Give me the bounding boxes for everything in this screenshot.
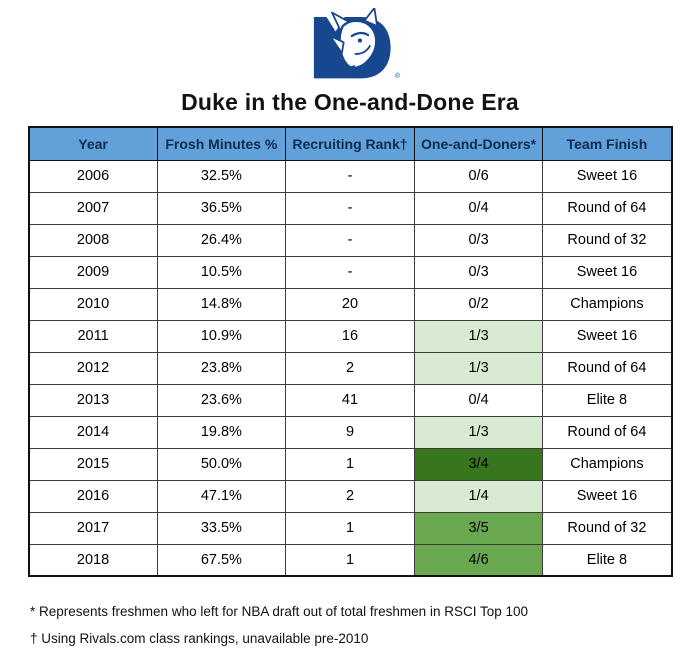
table-row: 2017 33.5% 1 3/5 Round of 32 — [28, 511, 672, 545]
team-finish-cell: Sweet 16 — [542, 255, 672, 289]
team-finish-cell: Sweet 16 — [542, 479, 672, 513]
recruiting-rank-cell: 1 — [285, 447, 415, 481]
team-finish-cell: Round of 64 — [542, 191, 672, 225]
year-cell: 2007 — [28, 191, 158, 225]
column-header-year: Year — [28, 126, 158, 161]
footnote-asterisk: * Represents freshmen who left for NBA d… — [30, 604, 529, 619]
column-header-recruiting-rank: Recruiting Rank† — [285, 126, 415, 161]
recruiting-rank-cell: - — [285, 191, 415, 225]
footnote-dagger: † Using Rivals.com class rankings, unava… — [30, 631, 369, 646]
recruiting-rank-cell: 20 — [285, 287, 415, 321]
table-row: 2012 23.8% 2 1/3 Round of 64 — [28, 351, 672, 385]
year-cell: 2013 — [28, 383, 158, 417]
team-finish-cell: Round of 64 — [542, 351, 672, 385]
one-and-doners-cell: 0/4 — [413, 191, 544, 225]
table-header: Year Frosh Minutes % Recruiting Rank† On… — [28, 126, 672, 161]
year-cell: 2011 — [28, 319, 158, 353]
one-and-doners-cell: 1/3 — [413, 351, 544, 385]
recruiting-rank-cell: 2 — [285, 351, 415, 385]
recruiting-rank-cell: 1 — [285, 511, 415, 545]
one-and-doners-cell: 0/4 — [413, 383, 544, 417]
year-cell: 2018 — [28, 543, 158, 577]
frosh-minutes-cell: 10.5% — [156, 255, 287, 289]
team-finish-cell: Champions — [542, 447, 672, 481]
recruiting-rank-cell: 1 — [285, 543, 415, 577]
duke-blue-devil-logo-icon — [313, 8, 391, 79]
frosh-minutes-cell: 67.5% — [156, 543, 287, 577]
table-row: 2006 32.5% -0/6 Sweet 16 — [28, 159, 672, 193]
recruiting-rank-cell: - — [285, 255, 415, 289]
table-row: 2007 36.5% -0/4 Round of 64 — [28, 191, 672, 225]
duke-logo: ® — [304, 8, 400, 82]
team-finish-cell: Champions — [542, 287, 672, 321]
column-header-team-finish: Team Finish — [542, 126, 672, 161]
team-finish-cell: Elite 8 — [542, 543, 672, 577]
one-and-doners-cell: 0/6 — [413, 159, 544, 193]
one-and-doners-cell: 1/3 — [413, 319, 544, 353]
team-finish-cell: Sweet 16 — [542, 319, 672, 353]
team-finish-cell: Round of 32 — [542, 511, 672, 545]
recruiting-rank-cell: 41 — [285, 383, 415, 417]
registered-trademark: ® — [394, 73, 400, 80]
year-cell: 2016 — [28, 479, 158, 513]
footnotes: * Represents freshmen who left for NBA d… — [30, 598, 700, 648]
frosh-minutes-cell: 33.5% — [156, 511, 287, 545]
column-header-one-and-doners: One-and-Doners* — [413, 126, 544, 161]
one-and-doners-cell: 0/3 — [413, 223, 544, 257]
year-cell: 2014 — [28, 415, 158, 449]
recruiting-rank-cell: 9 — [285, 415, 415, 449]
frosh-minutes-cell: 19.8% — [156, 415, 287, 449]
table-row: 2015 50.0% 1 3/4 Champions — [28, 447, 672, 481]
year-cell: 2010 — [28, 287, 158, 321]
recruiting-rank-cell: 16 — [285, 319, 415, 353]
one-and-doners-cell: 1/4 — [413, 479, 544, 513]
duke-one-and-done-table: Year Frosh Minutes % Recruiting Rank† On… — [27, 126, 673, 577]
table-row: 2008 26.4% -0/3 Round of 32 — [28, 223, 672, 257]
header-row: Year Frosh Minutes % Recruiting Rank† On… — [28, 126, 672, 161]
recruiting-rank-cell: - — [285, 159, 415, 193]
table-row: 2010 14.8% 20 0/2 Champions — [28, 287, 672, 321]
year-cell: 2015 — [28, 447, 158, 481]
team-finish-cell: Elite 8 — [542, 383, 672, 417]
page-title: Duke in the One-and-Done Era — [181, 89, 519, 115]
recruiting-rank-cell: 2 — [285, 479, 415, 513]
year-cell: 2012 — [28, 351, 158, 385]
table-row: 2016 47.1% 2 1/4 Sweet 16 — [28, 479, 672, 513]
one-and-doners-cell: 3/5 — [413, 511, 544, 545]
team-finish-cell: Round of 64 — [542, 415, 672, 449]
one-and-doners-cell: 4/6 — [413, 543, 544, 577]
table-body: 2006 32.5% -0/6 Sweet 16 2007 36.5% -0/4 Round … — [28, 159, 672, 577]
frosh-minutes-cell: 47.1% — [156, 479, 287, 513]
year-cell: 2008 — [28, 223, 158, 257]
frosh-minutes-cell: 32.5% — [156, 159, 287, 193]
frosh-minutes-cell: 14.8% — [156, 287, 287, 321]
frosh-minutes-cell: 26.4% — [156, 223, 287, 257]
recruiting-rank-cell: - — [285, 223, 415, 257]
year-cell: 2017 — [28, 511, 158, 545]
table-row: 2014 19.8% 9 1/3 Round of 64 — [28, 415, 672, 449]
table-row: 2018 67.5% 1 4/6 Elite 8 — [28, 543, 672, 577]
frosh-minutes-cell: 23.6% — [156, 383, 287, 417]
one-and-doners-cell: 0/3 — [413, 255, 544, 289]
table-row: 2013 23.6% 41 0/4 Elite 8 — [28, 383, 672, 417]
year-cell: 2006 — [28, 159, 158, 193]
frosh-minutes-cell: 10.9% — [156, 319, 287, 353]
one-and-doners-cell: 1/3 — [413, 415, 544, 449]
team-finish-cell: Sweet 16 — [542, 159, 672, 193]
year-cell: 2009 — [28, 255, 158, 289]
frosh-minutes-cell: 36.5% — [156, 191, 287, 225]
team-finish-cell: Round of 32 — [542, 223, 672, 257]
table-row: 2011 10.9% 16 1/3 Sweet 16 — [28, 319, 672, 353]
frosh-minutes-cell: 50.0% — [156, 447, 287, 481]
column-header-frosh-minutes: Frosh Minutes % — [156, 126, 287, 161]
one-and-doners-cell: 0/2 — [413, 287, 544, 321]
table-row: 2009 10.5% -0/3 Sweet 16 — [28, 255, 672, 289]
frosh-minutes-cell: 23.8% — [156, 351, 287, 385]
one-and-doners-cell: 3/4 — [413, 447, 544, 481]
